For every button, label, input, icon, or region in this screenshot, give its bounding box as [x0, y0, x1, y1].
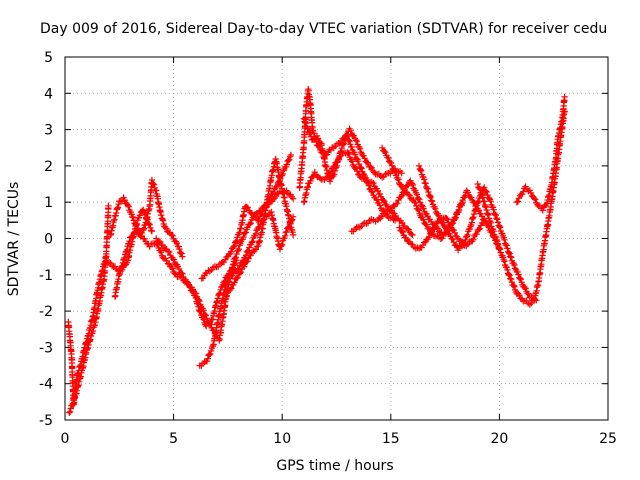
x-tick-label: 10	[273, 431, 291, 447]
series-track-9	[222, 155, 297, 300]
y-tick-label: 4	[44, 86, 53, 102]
series-markers	[415, 162, 540, 304]
plot-frame	[64, 56, 609, 421]
x-tick-label: 25	[599, 431, 617, 447]
series-track-15	[396, 214, 488, 252]
series-track-6	[153, 187, 297, 344]
y-tick-label: -4	[39, 377, 53, 393]
series-track-12	[300, 115, 399, 224]
y-tick-label: -2	[39, 304, 53, 320]
x-tick-label: 5	[169, 431, 178, 447]
series-markers	[153, 187, 297, 344]
y-tick-label: -5	[39, 413, 53, 429]
y-tick-label: 5	[44, 50, 53, 66]
chart-title: Day 009 of 2016, Sidereal Day-to-day VTE…	[40, 21, 607, 37]
x-tick-label: 20	[490, 431, 508, 447]
x-tick-label: 0	[61, 431, 70, 447]
series-track-18	[513, 93, 568, 214]
series-markers	[222, 155, 297, 300]
series-track-8	[198, 151, 295, 282]
y-tick-label: 3	[44, 123, 53, 139]
y-tick-label: 1	[44, 195, 53, 211]
y-tick-label: -1	[39, 268, 53, 284]
axis-ticks: 0 5 10 15 20 25 -5 -4 -3 -2 -1 0 1 2 3 4 5	[39, 50, 617, 447]
series-markers	[513, 93, 568, 214]
series-markers	[396, 214, 488, 252]
y-tick-label: -3	[39, 340, 53, 356]
x-tick-label: 15	[382, 431, 400, 447]
y-tick-label: 2	[44, 159, 53, 175]
series-markers	[198, 151, 295, 282]
y-tick-label: 0	[44, 232, 53, 248]
data-series	[65, 86, 568, 416]
x-axis-label: GPS time / hours	[276, 458, 393, 474]
series-track-11	[300, 149, 416, 239]
series-markers	[300, 149, 416, 239]
series-track-2	[66, 202, 112, 416]
series-markers	[66, 202, 112, 416]
series-track-16	[415, 162, 540, 304]
y-axis-label: SDTVAR / TECUs	[6, 182, 22, 297]
series-markers	[300, 115, 399, 224]
